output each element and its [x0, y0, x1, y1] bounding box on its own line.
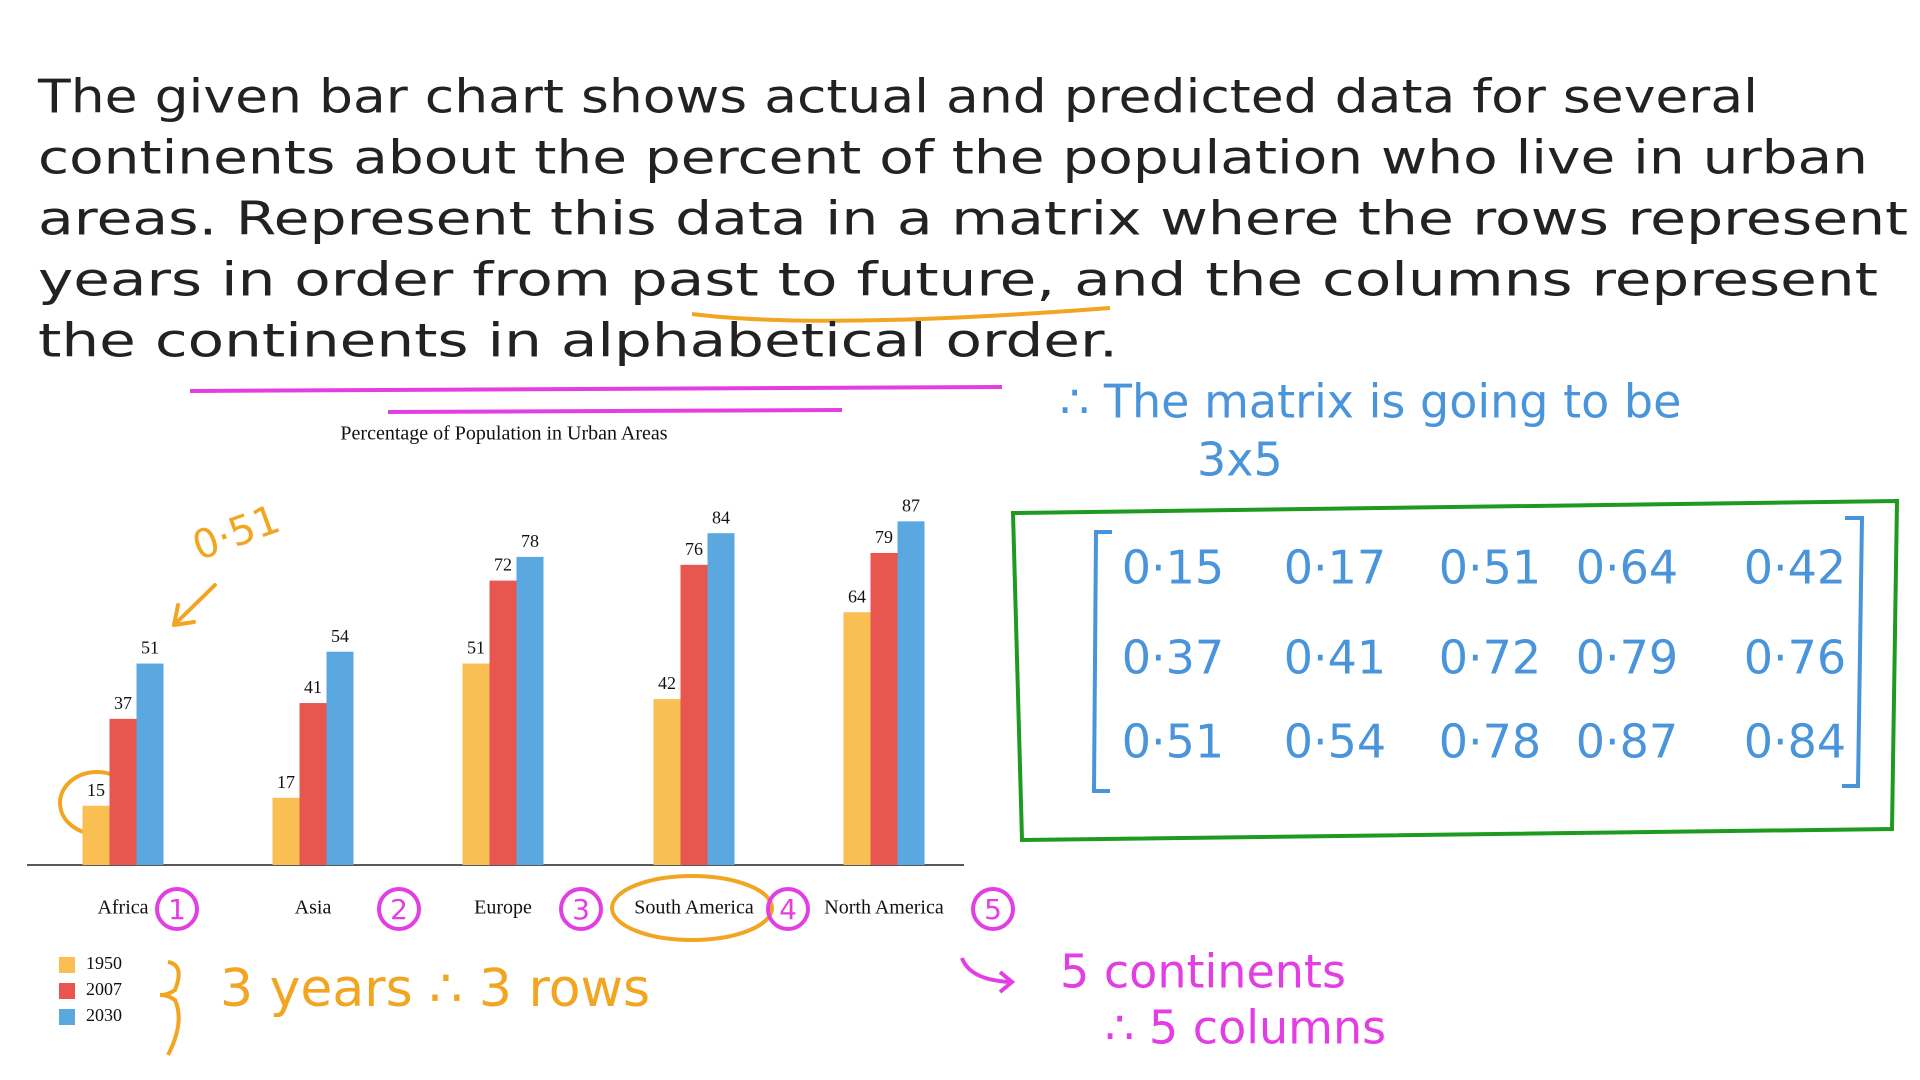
- highlight-ellipse: [610, 874, 774, 942]
- matrix-entry: 0·51: [1122, 715, 1224, 769]
- category-number: 2: [390, 893, 408, 926]
- data-label: 42: [658, 673, 676, 693]
- category-number: 3: [572, 893, 590, 926]
- x-tick-label: Europe: [474, 897, 532, 919]
- question-line: the continents in alphabetical order.: [38, 314, 1118, 368]
- data-label: 51: [141, 638, 159, 658]
- data-label: 79: [875, 527, 893, 547]
- matrix-entry: 0·87: [1576, 715, 1678, 769]
- question-line: years in order from past to future, and …: [38, 253, 1878, 307]
- bar: [897, 521, 925, 865]
- number-circle: [766, 887, 810, 931]
- underline-alphabetical: [189, 385, 1003, 393]
- x-tick-label: Africa: [97, 897, 148, 919]
- bar: [272, 797, 300, 865]
- data-label: 76: [685, 539, 703, 559]
- bar: [462, 663, 490, 865]
- data-label: 87: [902, 495, 920, 515]
- legend-label: 2007: [86, 979, 122, 999]
- legend-swatch: [59, 983, 75, 999]
- arrow-label: 0·51: [187, 496, 286, 570]
- answer-box: [1010, 498, 1900, 843]
- data-label: 41: [304, 677, 322, 697]
- number-circle: [971, 887, 1015, 931]
- data-label: 84: [712, 507, 730, 527]
- bar: [82, 805, 110, 865]
- bar: [136, 663, 164, 865]
- matrix-entry: 0·41: [1284, 631, 1386, 685]
- matrix-entry: 0·79: [1576, 631, 1678, 685]
- matrix-entry: 0·51: [1439, 541, 1541, 595]
- matrix-entry: 0·84: [1744, 715, 1846, 769]
- bar: [680, 564, 708, 865]
- data-label: 37: [114, 693, 132, 713]
- bar: [870, 552, 898, 865]
- question-line: areas. Represent this data in a matrix w…: [38, 192, 1908, 246]
- matrix-entry: 0·42: [1744, 541, 1846, 595]
- matrix-entry: 0·78: [1439, 715, 1541, 769]
- matrix-size-note: ∴ The matrix is going to be: [1060, 375, 1681, 429]
- data-label: 72: [494, 555, 512, 575]
- bar: [843, 612, 871, 865]
- number-circle: [559, 887, 603, 931]
- bar: [326, 651, 354, 865]
- number-circle: [155, 887, 199, 931]
- bar: [516, 556, 544, 865]
- legend-swatch: [59, 1009, 75, 1025]
- bar: [109, 718, 137, 865]
- data-label: 64: [848, 586, 866, 606]
- data-label: 15: [87, 780, 105, 800]
- matrix-entry: 0·72: [1439, 631, 1541, 685]
- matrix-entry: 0·17: [1284, 541, 1386, 595]
- matrix-bracket-right: [1842, 516, 1865, 788]
- category-number: 1: [168, 893, 186, 926]
- category-number: 5: [984, 893, 1002, 926]
- question-line: continents about the percent of the popu…: [38, 131, 1868, 185]
- data-label: 54: [331, 626, 349, 646]
- chart-title: Percentage of Population in Urban Areas: [340, 423, 667, 445]
- category-number: 4: [779, 893, 797, 926]
- legend-swatch: [59, 957, 75, 973]
- matrix-bracket-left: [1091, 530, 1112, 793]
- columns-note: 5 continents: [1060, 945, 1346, 999]
- matrix-size: 3x5: [1197, 433, 1283, 487]
- underline-past-to-future: [691, 306, 1111, 323]
- note-arrow: [960, 957, 1016, 994]
- x-tick-label: North America: [824, 897, 944, 919]
- matrix-entry: 0·76: [1744, 631, 1846, 685]
- bar: [299, 703, 327, 865]
- rows-note: 3 years ∴ 3 rows: [220, 959, 650, 1019]
- matrix-entry: 0·15: [1122, 541, 1224, 595]
- matrix-entry: 0·54: [1284, 715, 1386, 769]
- underline-alphabetical-2: [387, 408, 843, 414]
- data-label: 51: [467, 638, 485, 658]
- bar: [707, 533, 735, 865]
- data-label: 17: [277, 772, 295, 792]
- bar: [489, 580, 517, 865]
- columns-note-2: ∴ 5 columns: [1105, 1001, 1386, 1055]
- legend-label: 1950: [86, 953, 122, 973]
- data-label: 78: [521, 531, 539, 551]
- x-tick-label: Asia: [295, 897, 332, 919]
- matrix-entry: 0·37: [1122, 631, 1224, 685]
- question-line: The given bar chart shows actual and pre…: [37, 70, 1758, 124]
- matrix-entry: 0·64: [1576, 541, 1678, 595]
- brace: [159, 960, 181, 1056]
- bar: [653, 699, 681, 865]
- annotation-arrow: [172, 583, 217, 627]
- legend-label: 2030: [86, 1005, 122, 1025]
- x-tick-label: South America: [634, 897, 754, 919]
- number-circle: [377, 887, 421, 931]
